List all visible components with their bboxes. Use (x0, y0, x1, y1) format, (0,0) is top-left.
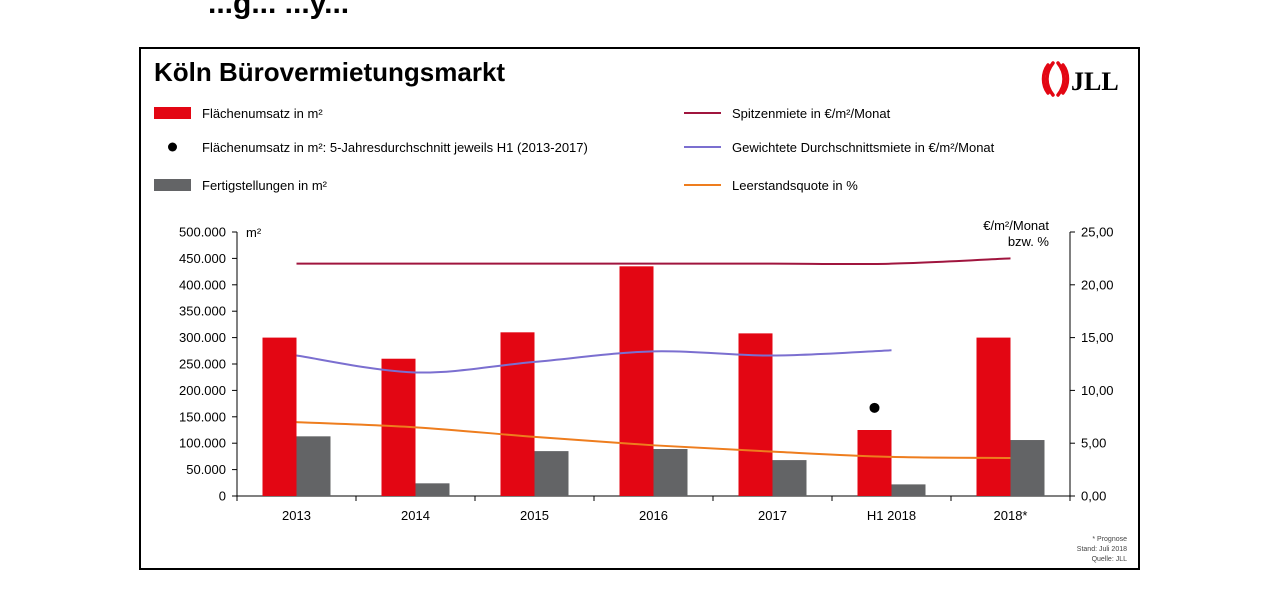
left-axis-unit: m² (246, 225, 262, 240)
chart-frame: Köln Bürovermietungsmarkt JLL Flächenums… (139, 47, 1140, 570)
right-axis-unit-line1: €/m²/Monat (983, 218, 1049, 233)
bar-fertigstellungen-in-m-2016 (653, 449, 688, 496)
top-cropped-text: ...g... ...y... (0, 0, 1280, 30)
right-tick-label: 15,00 (1081, 330, 1114, 345)
bar-fertigstellungen-in-m-2014 (415, 483, 450, 496)
left-tick-label: 100.000 (179, 436, 226, 451)
legend-item-3-label: Fertigstellungen in m² (202, 178, 328, 193)
point-5yr-average-h1-2018 (869, 402, 880, 413)
x-tick-label: 2013 (282, 508, 311, 523)
bar-fertigstellungen-in-m-2013 (296, 436, 331, 496)
footnote-forecast: * Prognose (1092, 536, 1127, 543)
bar-fl-chenumsatz-in-m-2015 (500, 332, 535, 496)
legend-item-4-label: Spitzenmiete in €/m²/Monat (732, 106, 891, 121)
footnote-date: Stand: Juli 2018 (1077, 546, 1127, 553)
left-tick-label: 300.000 (179, 330, 226, 345)
x-tick-label: H1 2018 (867, 508, 916, 523)
legend-item-2-label: Flächenumsatz in m²: 5-Jahresdurchschnit… (202, 140, 588, 155)
x-tick-label: 2014 (401, 508, 430, 523)
footnote-source: Quelle: JLL (1092, 556, 1128, 563)
line-leerstandsquote-in (296, 421, 1011, 459)
left-tick-label: 500.000 (179, 225, 226, 240)
left-tick-label: 400.000 (179, 277, 226, 292)
line-gewichtete-durchschnittsmiete-in-m-monat (296, 349, 892, 374)
left-tick-label: 200.000 (179, 383, 226, 398)
bar-fl-chenumsatz-in-m-2013 (262, 337, 297, 496)
jll-logo-mark (1041, 61, 1070, 97)
right-axis-unit-line2: bzw. % (1008, 234, 1050, 249)
x-tick-label: 2016 (639, 508, 668, 523)
right-tick-label: 20,00 (1081, 277, 1114, 292)
x-tick-label: 2017 (758, 508, 787, 523)
legend-item-1-swatch (154, 107, 191, 119)
bar-fertigstellungen-in-m-h1-2018 (891, 484, 926, 496)
legend-item-5-label: Gewichtete Durchschnittsmiete in €/m²/Mo… (732, 140, 995, 155)
legend-item-2-swatch (168, 142, 177, 152)
jll-logo: JLL (1041, 61, 1119, 97)
left-tick-label: 450.000 (179, 251, 226, 266)
right-tick-label: 25,00 (1081, 225, 1114, 240)
top-cropped-text-content: ...g... ...y... (208, 0, 350, 20)
right-tick-label: 10,00 (1081, 383, 1114, 398)
chart-title: Köln Bürovermietungsmarkt (154, 57, 505, 87)
x-tick-label: 2015 (520, 508, 549, 523)
left-tick-label: 50.000 (186, 462, 226, 477)
line-spitzenmiete-in-m-monat (296, 257, 1011, 266)
left-tick-label: 250.000 (179, 357, 226, 372)
right-tick-label: 0,00 (1081, 489, 1106, 504)
bar-fl-chenumsatz-in-m-2018 (976, 337, 1011, 496)
right-tick-label: 5,00 (1081, 436, 1106, 451)
x-tick-label: 2018* (994, 508, 1028, 523)
legend-item-3-swatch (154, 179, 191, 191)
legend-item-1-label: Flächenumsatz in m² (202, 106, 323, 121)
bar-fl-chenumsatz-in-m-2017 (738, 333, 773, 496)
chart-svg: Köln Bürovermietungsmarkt JLL Flächenums… (154, 57, 1128, 563)
left-tick-label: 0 (219, 489, 226, 504)
bar-fertigstellungen-in-m-2018 (1010, 440, 1045, 496)
plot-area: 0 50.000 100.000 150.000 200.000 250.000 300.0… (179, 225, 1114, 524)
bar-fertigstellungen-in-m-2015 (534, 451, 569, 496)
bar-fl-chenumsatz-in-m-2016 (619, 266, 654, 496)
legend-item-6-label: Leerstandsquote in % (732, 178, 858, 193)
bar-fertigstellungen-in-m-2017 (772, 460, 807, 496)
left-tick-label: 350.000 (179, 304, 226, 319)
legend: Flächenumsatz in m² Flächenumsatz in m²: … (154, 106, 995, 193)
jll-logo-text: JLL (1071, 67, 1119, 96)
left-tick-label: 150.000 (179, 409, 226, 424)
bar-fl-chenumsatz-in-m-h1-2018 (857, 430, 892, 496)
